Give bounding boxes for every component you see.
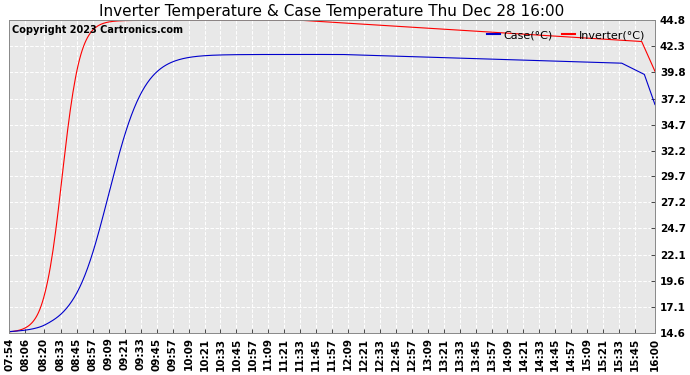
Legend: Case(°C), Inverter(°C): Case(°C), Inverter(°C) (483, 26, 649, 45)
Text: Copyright 2023 Cartronics.com: Copyright 2023 Cartronics.com (12, 25, 184, 35)
Title: Inverter Temperature & Case Temperature Thu Dec 28 16:00: Inverter Temperature & Case Temperature … (99, 4, 564, 19)
